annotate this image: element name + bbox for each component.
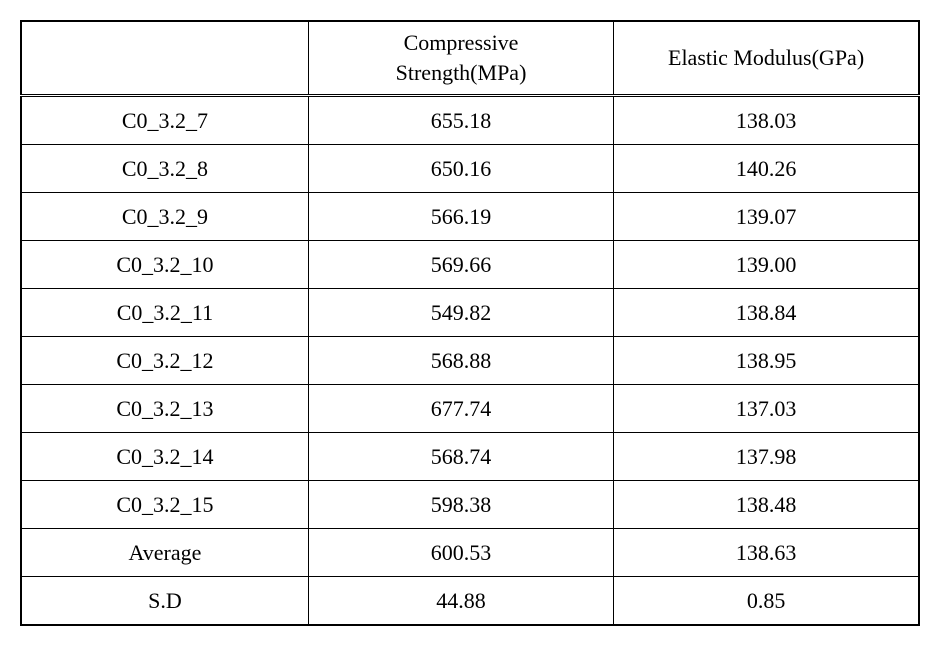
column-header-compressive-strength: Compressive Strength(MPa) [308, 21, 613, 96]
cell-elastic-modulus: 137.03 [614, 385, 919, 433]
cell-id: Average [21, 529, 308, 577]
cell-compressive-strength: 44.88 [308, 577, 613, 626]
table-row: Average 600.53 138.63 [21, 529, 919, 577]
cell-elastic-modulus: 138.95 [614, 337, 919, 385]
table-row: C0_3.2_15 598.38 138.48 [21, 481, 919, 529]
cell-compressive-strength: 598.38 [308, 481, 613, 529]
cell-elastic-modulus: 138.63 [614, 529, 919, 577]
cell-elastic-modulus: 138.03 [614, 96, 919, 145]
table-row: C0_3.2_12 568.88 138.95 [21, 337, 919, 385]
cell-elastic-modulus: 138.48 [614, 481, 919, 529]
column-header-empty [21, 21, 308, 96]
cell-elastic-modulus: 139.00 [614, 241, 919, 289]
cell-compressive-strength: 549.82 [308, 289, 613, 337]
table-row: C0_3.2_14 568.74 137.98 [21, 433, 919, 481]
data-table: Compressive Strength(MPa) Elastic Modulu… [20, 20, 920, 626]
column-header-elastic-modulus: Elastic Modulus(GPa) [614, 21, 919, 96]
column-header-line1: Compressive [309, 28, 613, 58]
cell-elastic-modulus: 138.84 [614, 289, 919, 337]
cell-id: C0_3.2_9 [21, 193, 308, 241]
cell-id: C0_3.2_7 [21, 96, 308, 145]
table-row: C0_3.2_10 569.66 139.00 [21, 241, 919, 289]
cell-id: C0_3.2_10 [21, 241, 308, 289]
cell-id: C0_3.2_8 [21, 145, 308, 193]
cell-id: C0_3.2_12 [21, 337, 308, 385]
table-row: S.D 44.88 0.85 [21, 577, 919, 626]
table-body: C0_3.2_7 655.18 138.03 C0_3.2_8 650.16 1… [21, 96, 919, 626]
cell-compressive-strength: 566.19 [308, 193, 613, 241]
cell-compressive-strength: 655.18 [308, 96, 613, 145]
table-header-row: Compressive Strength(MPa) Elastic Modulu… [21, 21, 919, 96]
cell-id: C0_3.2_11 [21, 289, 308, 337]
cell-compressive-strength: 650.16 [308, 145, 613, 193]
cell-compressive-strength: 600.53 [308, 529, 613, 577]
cell-compressive-strength: 568.74 [308, 433, 613, 481]
cell-elastic-modulus: 139.07 [614, 193, 919, 241]
table-row: C0_3.2_9 566.19 139.07 [21, 193, 919, 241]
table-row: C0_3.2_8 650.16 140.26 [21, 145, 919, 193]
cell-id: C0_3.2_14 [21, 433, 308, 481]
table-row: C0_3.2_7 655.18 138.03 [21, 96, 919, 145]
column-header-line2: Strength(MPa) [309, 58, 613, 88]
cell-id: C0_3.2_13 [21, 385, 308, 433]
cell-elastic-modulus: 137.98 [614, 433, 919, 481]
cell-id: S.D [21, 577, 308, 626]
cell-compressive-strength: 568.88 [308, 337, 613, 385]
table-row: C0_3.2_11 549.82 138.84 [21, 289, 919, 337]
cell-compressive-strength: 569.66 [308, 241, 613, 289]
cell-elastic-modulus: 140.26 [614, 145, 919, 193]
cell-id: C0_3.2_15 [21, 481, 308, 529]
cell-compressive-strength: 677.74 [308, 385, 613, 433]
cell-elastic-modulus: 0.85 [614, 577, 919, 626]
data-table-container: Compressive Strength(MPa) Elastic Modulu… [20, 20, 920, 626]
table-row: C0_3.2_13 677.74 137.03 [21, 385, 919, 433]
